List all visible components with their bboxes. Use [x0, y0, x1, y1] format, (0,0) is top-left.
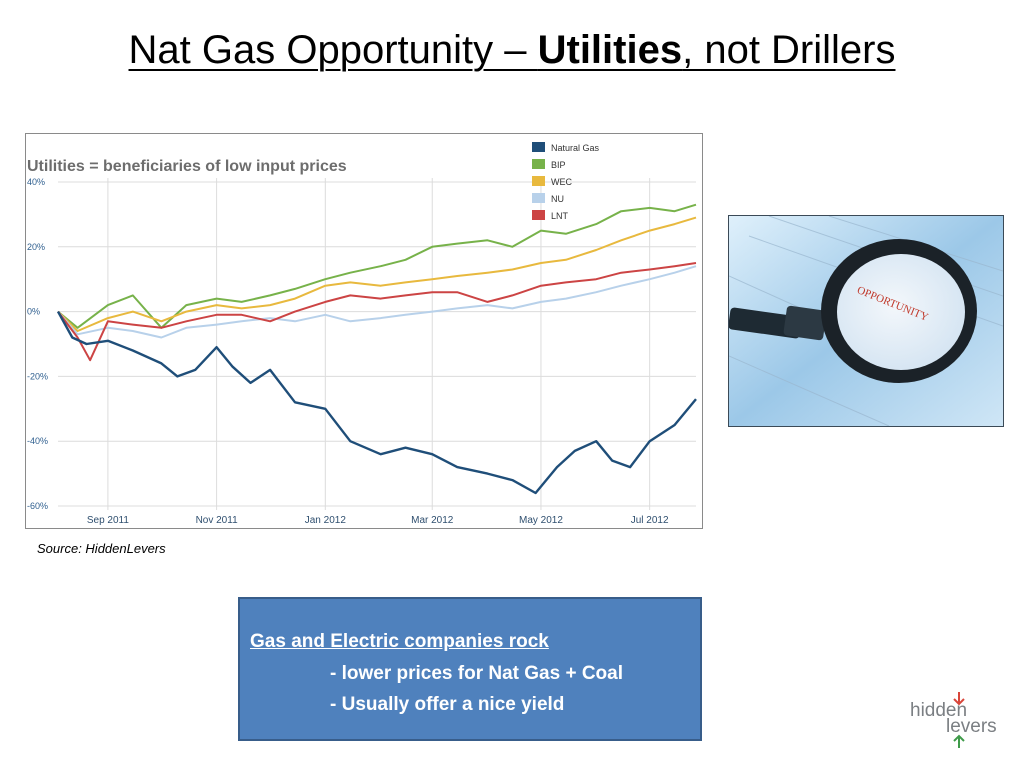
- legend-swatch: [532, 210, 545, 220]
- source-note: Source: HiddenLevers: [37, 541, 166, 556]
- title-part-2: , not Drillers: [682, 28, 896, 72]
- y-tick-label: 20%: [27, 242, 45, 252]
- x-tick-label: Mar 2012: [411, 515, 454, 526]
- legend-swatch: [532, 142, 545, 152]
- x-tick-label: Sep 2011: [87, 515, 130, 526]
- legend-label: LNT: [551, 211, 569, 221]
- y-tick-label: -60%: [27, 501, 48, 511]
- line-chart: Utilities = beneficiaries of low input p…: [27, 142, 697, 526]
- callout-bullet-2: - Usually offer a nice yield: [330, 694, 565, 715]
- y-tick-label: -20%: [27, 371, 48, 381]
- series-line-natural-gas: [56, 311, 697, 495]
- series-line-wec: [57, 216, 697, 332]
- up-arrow-icon: [953, 734, 965, 748]
- y-tick-label: -40%: [27, 436, 48, 446]
- legend-swatch: [532, 159, 545, 169]
- legend-label: BIP: [551, 160, 566, 170]
- magnifying-glass-icon: OPPORTUNITY: [729, 216, 1003, 426]
- x-tick-label: May 2012: [519, 515, 563, 526]
- logo-line-1: hidden: [910, 700, 967, 721]
- callout-box: Gas and Electric companies rock - lower …: [238, 597, 702, 741]
- legend-label: NU: [551, 194, 564, 204]
- x-tick-label: Jan 2012: [305, 515, 347, 526]
- hiddenlevers-logo: hidden levers: [908, 690, 1008, 750]
- legend-swatch: [532, 176, 545, 186]
- series-line-lnt: [57, 262, 697, 362]
- chart-title: Utilities = beneficiaries of low input p…: [27, 158, 347, 175]
- title-bold: Utilities: [537, 28, 683, 72]
- logo-line-2: levers: [946, 716, 997, 737]
- callout-heading: Gas and Electric companies rock: [250, 631, 549, 652]
- x-tick-label: Nov 2011: [196, 515, 239, 526]
- callout-bullet-1: - lower prices for Nat Gas + Coal: [330, 663, 624, 684]
- y-tick-label: 40%: [27, 177, 45, 187]
- chart-frame: Utilities = beneficiaries of low input p…: [25, 133, 703, 529]
- slide-title: Nat Gas Opportunity – Utilities, not Dri…: [0, 28, 1024, 73]
- series-line-nu: [57, 265, 697, 339]
- title-part-1: Nat Gas Opportunity –: [128, 28, 538, 72]
- series-line-bip: [57, 203, 697, 329]
- y-tick-label: 0%: [27, 307, 40, 317]
- legend-swatch: [532, 193, 545, 203]
- legend-label: Natural Gas: [551, 143, 600, 153]
- opportunity-photo: OPPORTUNITY: [728, 215, 1004, 427]
- legend-label: WEC: [551, 177, 572, 187]
- down-arrow-icon: [953, 692, 965, 706]
- x-tick-label: Jul 2012: [631, 515, 669, 526]
